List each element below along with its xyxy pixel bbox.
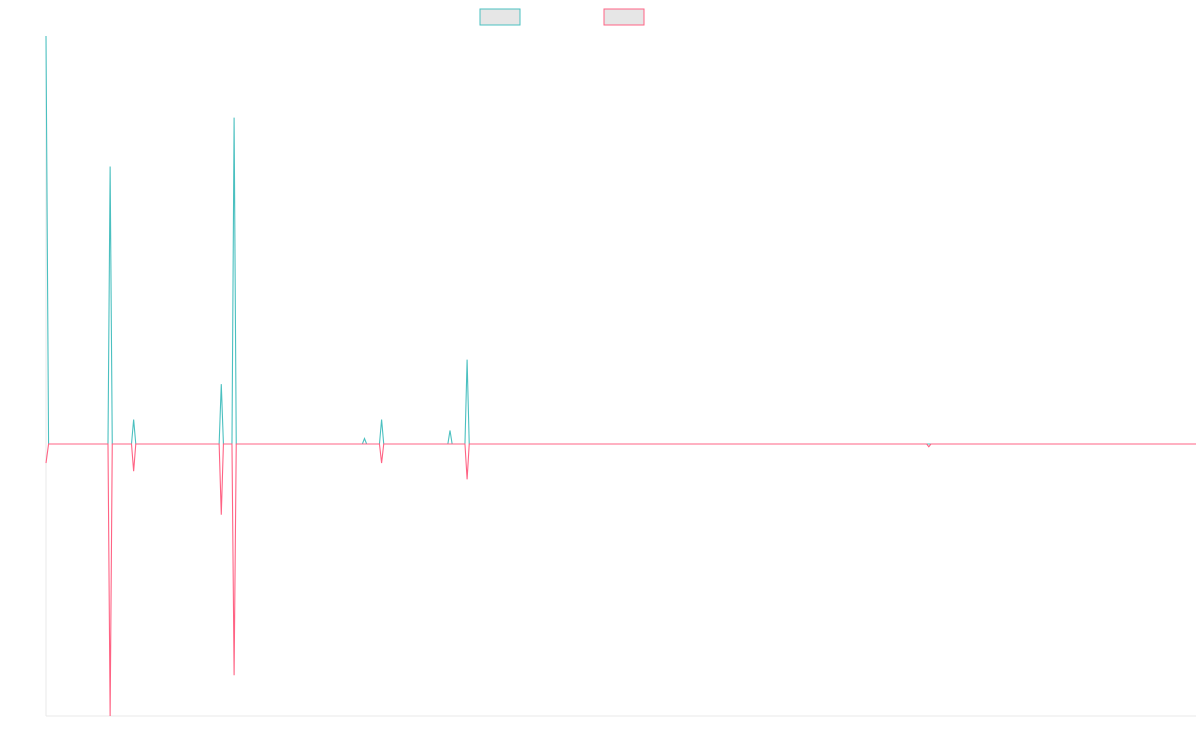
legend <box>479 8 645 26</box>
series-layer <box>45 35 1196 717</box>
axes <box>45 36 1196 717</box>
legend-swatch-0[interactable] <box>479 8 521 26</box>
series-line-0 <box>45 35 1196 445</box>
legend-swatch-1[interactable] <box>603 8 645 26</box>
series-line-1 <box>45 443 1196 717</box>
